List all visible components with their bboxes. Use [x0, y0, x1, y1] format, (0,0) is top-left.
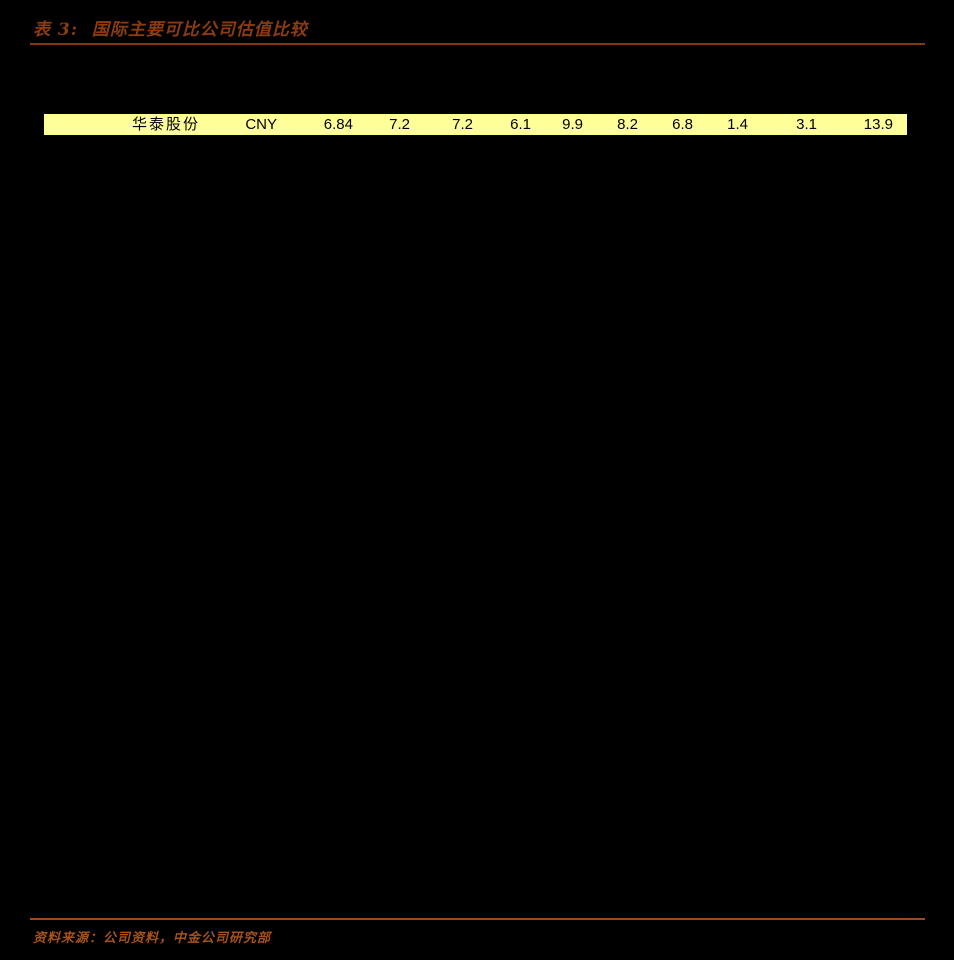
row-value: 8.2	[617, 116, 638, 133]
source-divider-rule	[30, 918, 925, 920]
highlighted-table-row: 华泰股份 CNY 6.84 7.2 7.2 6.1 9.9 8.2 6.8 1.…	[44, 114, 907, 135]
table-title: 表 3: 国际主要可比公司估值比较	[33, 20, 308, 40]
row-value: 13.9	[863, 116, 893, 133]
row-value: 7.2	[452, 116, 473, 133]
title-divider-rule	[30, 43, 925, 45]
source-note: 资料来源：公司资料，中金公司研究部	[33, 931, 272, 946]
row-value: 6.1	[510, 116, 531, 133]
row-value: 7.2	[389, 116, 410, 133]
row-company-name: 华泰股份	[131, 115, 200, 133]
row-value: 3.1	[796, 116, 817, 133]
row-value: 9.9	[562, 116, 583, 133]
row-value: 6.84	[323, 116, 353, 133]
row-value: 6.8	[672, 116, 693, 133]
row-currency: CNY	[245, 116, 277, 133]
row-value: 1.4	[727, 116, 748, 133]
